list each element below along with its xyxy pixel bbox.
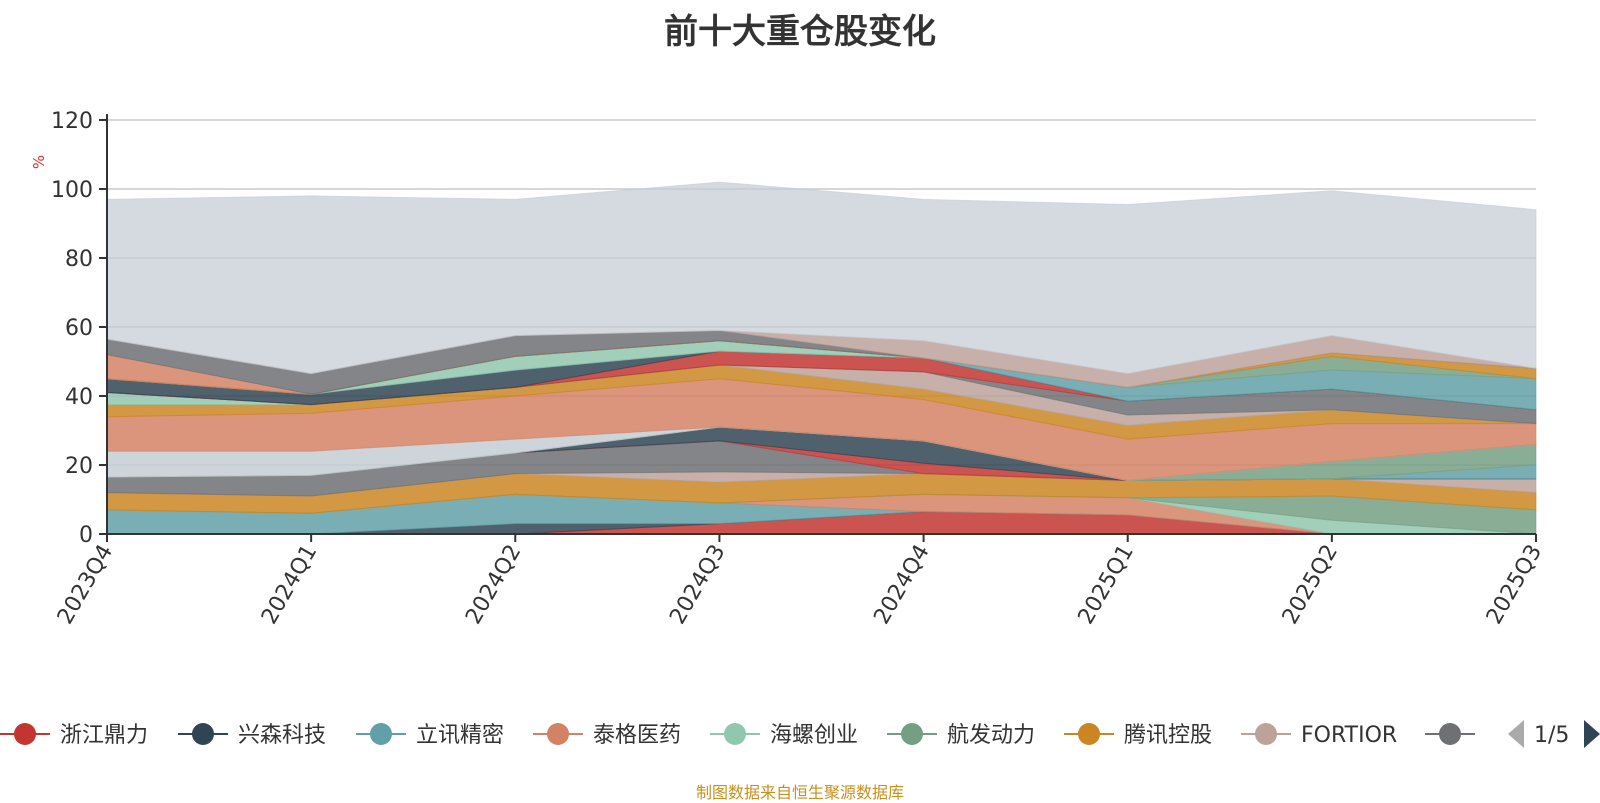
y-tick-label: 60 <box>65 316 93 341</box>
x-tick-label: 2024Q2 <box>461 541 526 629</box>
legend-label: 航发动力 <box>947 723 1035 748</box>
x-tick-label: 2025Q3 <box>1482 541 1547 629</box>
legend-page-indicator: 1/5 <box>1534 723 1569 748</box>
area-series-group <box>106 181 1537 535</box>
legend-circle-marker <box>724 723 746 745</box>
y-tick-label: 0 <box>79 523 93 548</box>
legend-circle-marker <box>901 723 923 745</box>
next-page-arrow-icon[interactable] <box>1584 720 1600 748</box>
y-tick-label: 20 <box>65 454 93 479</box>
x-tick-label: 2024Q1 <box>257 541 322 629</box>
y-tick-label: 80 <box>65 247 93 272</box>
legend-pager: 1/5 <box>1508 720 1600 748</box>
legend-circle-marker <box>192 723 214 745</box>
legend-circle-marker <box>1078 723 1100 745</box>
y-tick-label: 120 <box>51 109 93 134</box>
legend-circle-marker <box>547 723 569 745</box>
legend-circle-marker <box>14 723 36 745</box>
legend-item[interactable]: 兴森科技 <box>178 723 326 748</box>
prev-page-arrow-icon[interactable] <box>1508 720 1524 748</box>
data-source-note: 制图数据来自恒生聚源数据库 <box>695 783 904 802</box>
legend-label: 腾讯控股 <box>1124 723 1212 748</box>
legend-label: 浙江鼎力 <box>60 723 148 748</box>
legend-item[interactable]: 浙江鼎力 <box>0 723 148 748</box>
legend-item[interactable]: 泰格医药 <box>533 723 681 748</box>
legend-item[interactable]: 立讯精密 <box>356 723 504 748</box>
legend-label: 泰格医药 <box>593 723 681 748</box>
y-tick-label: 40 <box>65 385 93 410</box>
x-tick-label: 2025Q1 <box>1074 541 1139 629</box>
x-tick-label: 2023Q4 <box>53 541 118 629</box>
legend-circle-marker <box>1439 723 1461 745</box>
legend-item[interactable] <box>1425 723 1475 745</box>
legend-label: 立讯精密 <box>416 723 504 748</box>
legend-item[interactable]: 航发动力 <box>887 723 1035 748</box>
legend-circle-marker <box>1255 723 1277 745</box>
legend-item[interactable]: FORTIOR <box>1241 723 1397 748</box>
x-tick-label: 2024Q4 <box>869 541 934 629</box>
y-axis-unit-label: % <box>30 155 48 169</box>
legend-item[interactable]: 海螺创业 <box>710 723 858 748</box>
legend-label: FORTIOR <box>1301 723 1397 748</box>
legend-circle-marker <box>370 723 392 745</box>
y-tick-label: 100 <box>51 178 93 203</box>
x-tick-label: 2025Q2 <box>1278 541 1343 629</box>
legend-label: 兴森科技 <box>238 723 326 748</box>
legend-item[interactable]: 腾讯控股 <box>1064 723 1212 748</box>
chart-title: 前十大重仓股变化 <box>664 12 936 52</box>
x-tick-label: 2024Q3 <box>665 541 730 629</box>
legend-label: 海螺创业 <box>770 723 858 748</box>
area-series-30 <box>106 181 1537 375</box>
legend: 浙江鼎力 兴森科技 立讯精密 泰格医药 海螺创业 航发动力 腾讯控股 FORTIOR <box>0 723 1475 748</box>
